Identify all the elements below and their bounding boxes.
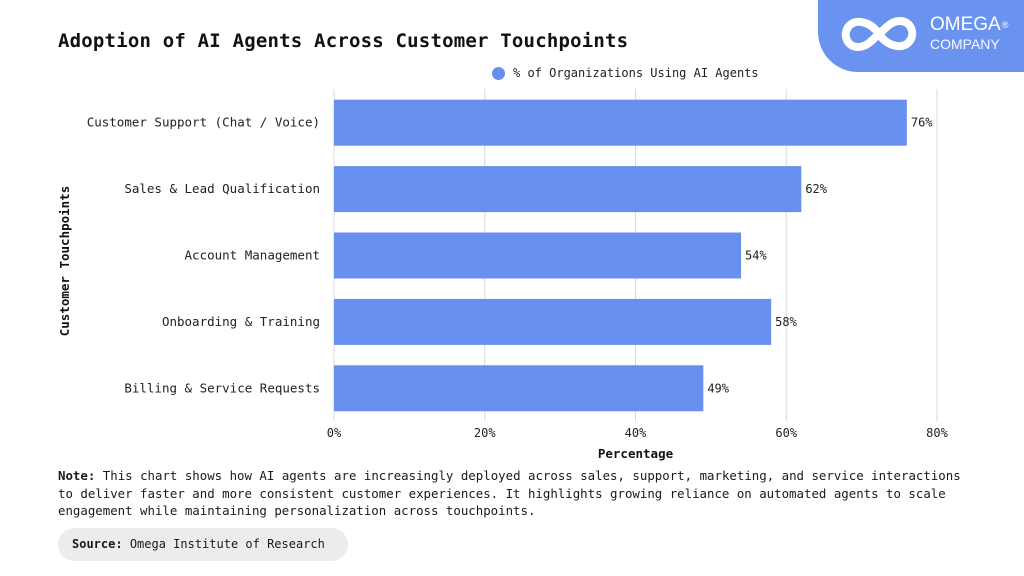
value-label: 49%	[707, 381, 729, 395]
value-label: 76%	[911, 116, 933, 130]
bar	[334, 365, 704, 412]
x-tick-label: 0%	[327, 426, 342, 440]
note-text: This chart shows how AI agents are incre…	[58, 468, 961, 518]
bar	[334, 166, 802, 213]
source-label: Source:	[72, 537, 123, 551]
note-label: Note:	[58, 468, 96, 483]
source-text: Omega Institute of Research	[129, 537, 325, 551]
category-label: Onboarding & Training	[162, 314, 320, 329]
bar	[334, 298, 772, 345]
x-tick-label: 60%	[775, 426, 797, 440]
chart-legend: % of Organizations Using AI Agents	[492, 66, 759, 80]
value-label: 54%	[745, 249, 767, 263]
value-label: 58%	[775, 315, 797, 329]
legend-marker	[492, 66, 505, 80]
chart-title: Adoption of AI Agents Across Customer To…	[58, 30, 629, 52]
x-tick-label: 20%	[474, 426, 496, 440]
value-label: 62%	[805, 182, 827, 196]
bar	[334, 99, 907, 146]
brand-subtitle: COMPANY	[930, 36, 1000, 52]
x-tick-label: 40%	[625, 426, 647, 440]
x-axis-title: Percentage	[598, 446, 674, 461]
chart-note: Note: This chart shows how AI agents are…	[58, 467, 978, 520]
bar	[334, 232, 742, 279]
category-label: Customer Support (Chat / Voice)	[87, 115, 320, 130]
category-label: Billing & Service Requests	[124, 380, 320, 395]
infinity-logo-icon	[841, 17, 917, 51]
source-pill: Source: Omega Institute of Research	[58, 528, 348, 561]
x-tick-label: 80%	[926, 426, 948, 440]
brand-badge: OMEGA® COMPANY	[818, 0, 1024, 72]
bar-chart: Customer Support (Chat / Voice) 76% Sales …	[57, 89, 949, 461]
brand-name: OMEGA®	[930, 14, 1009, 35]
category-label: Sales & Lead Qualification	[124, 181, 320, 196]
category-label: Account Management	[185, 248, 320, 263]
y-axis-title: Customer Touchpoints	[57, 186, 72, 337]
legend-label: % of Organizations Using AI Agents	[513, 66, 759, 80]
